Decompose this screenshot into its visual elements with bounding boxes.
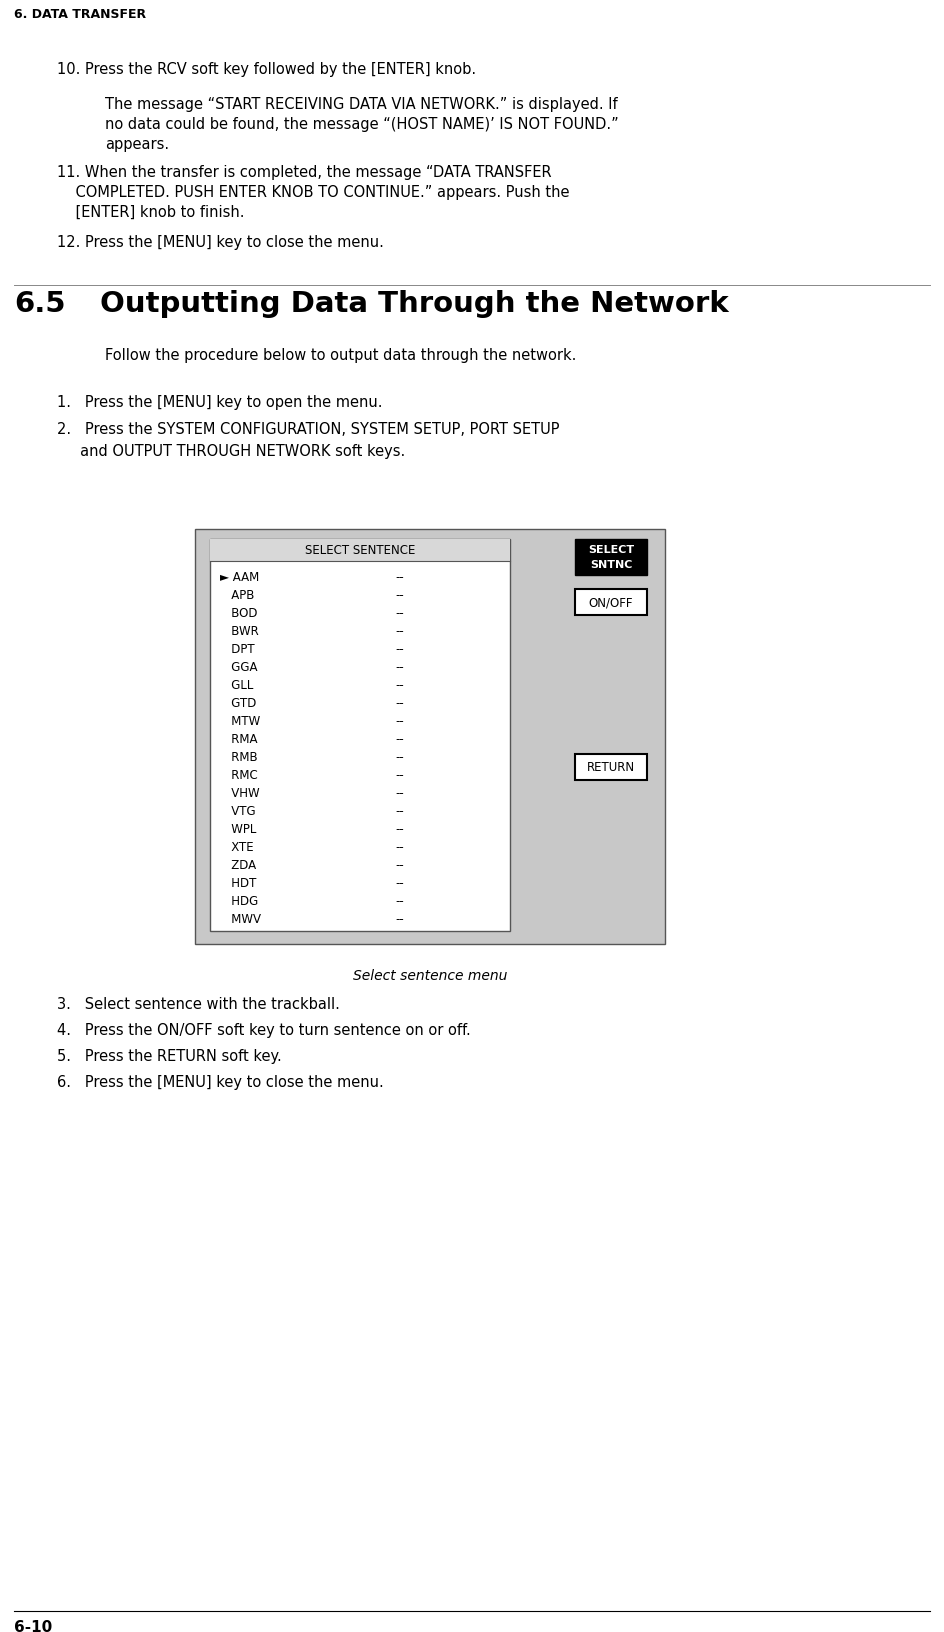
Text: MWV: MWV [220,912,261,925]
Text: --: -- [395,571,404,584]
Text: VHW: VHW [220,787,260,800]
Text: --: -- [395,625,404,638]
Text: RMC: RMC [220,769,258,782]
Text: ► AAM: ► AAM [220,571,260,584]
Text: --: -- [395,589,404,602]
Text: RMB: RMB [220,751,258,764]
Text: DPT: DPT [220,643,255,656]
Text: --: -- [395,715,404,728]
Text: --: -- [395,858,404,871]
Text: --: -- [395,607,404,620]
Text: BWR: BWR [220,625,259,638]
Text: --: -- [395,805,404,818]
Text: --: -- [395,751,404,764]
Text: HDG: HDG [220,894,259,907]
Text: MTW: MTW [220,715,261,728]
Text: APB: APB [220,589,254,602]
Text: 4.   Press the ON/OFF soft key to turn sentence on or off.: 4. Press the ON/OFF soft key to turn sen… [57,1022,471,1038]
Text: ZDA: ZDA [220,858,256,871]
Text: SNTNC: SNTNC [590,560,632,570]
Bar [210,540,510,932]
Text: --: -- [395,643,404,656]
Text: ON/OFF: ON/OFF [589,596,633,609]
Text: VTG: VTG [220,805,256,818]
Text: 11. When the transfer is completed, the message “DATA TRANSFER: 11. When the transfer is completed, the … [57,165,551,180]
Text: GGA: GGA [220,661,258,674]
Text: Select sentence menu: Select sentence menu [353,968,507,982]
Text: 10. Press the RCV soft key followed by the [ENTER] knob.: 10. Press the RCV soft key followed by t… [57,62,476,77]
Text: --: -- [395,823,404,836]
Text: 6. DATA TRANSFER: 6. DATA TRANSFER [14,8,146,21]
Text: --: -- [395,697,404,710]
Text: BOD: BOD [220,607,258,620]
Text: --: -- [395,876,404,889]
Text: 6-10: 6-10 [14,1619,52,1632]
Bar [195,530,665,945]
Text: GTD: GTD [220,697,257,710]
Text: 6.5: 6.5 [14,290,65,318]
Text: WPL: WPL [220,823,257,836]
Text: COMPLETED. PUSH ENTER KNOB TO CONTINUE.” appears. Push the: COMPLETED. PUSH ENTER KNOB TO CONTINUE.”… [57,184,569,199]
Text: 3.   Select sentence with the trackball.: 3. Select sentence with the trackball. [57,997,340,1012]
Bar [210,540,510,561]
Text: XTE: XTE [220,840,254,854]
Text: and OUTPUT THROUGH NETWORK soft keys.: and OUTPUT THROUGH NETWORK soft keys. [57,444,405,459]
Bar [575,589,647,615]
Text: SELECT: SELECT [588,545,634,555]
Text: --: -- [395,733,404,746]
Text: GLL: GLL [220,679,253,692]
Text: --: -- [395,894,404,907]
Text: appears.: appears. [105,137,169,152]
Text: 5.   Press the RETURN soft key.: 5. Press the RETURN soft key. [57,1048,281,1064]
Text: HDT: HDT [220,876,257,889]
Text: --: -- [395,840,404,854]
Text: [ENTER] knob to finish.: [ENTER] knob to finish. [57,206,244,220]
Text: The message “START RECEIVING DATA VIA NETWORK.” is displayed. If: The message “START RECEIVING DATA VIA NE… [105,96,617,113]
Text: Outputting Data Through the Network: Outputting Data Through the Network [100,290,729,318]
Bar [575,754,647,780]
Text: 2.   Press the SYSTEM CONFIGURATION, SYSTEM SETUP, PORT SETUP: 2. Press the SYSTEM CONFIGURATION, SYSTE… [57,421,560,437]
Text: --: -- [395,912,404,925]
Text: --: -- [395,661,404,674]
Text: no data could be found, the message “(HOST NAME)’ IS NOT FOUND.”: no data could be found, the message “(HO… [105,118,618,132]
Text: RMA: RMA [220,733,258,746]
Text: --: -- [395,679,404,692]
Text: 12. Press the [MENU] key to close the menu.: 12. Press the [MENU] key to close the me… [57,235,384,250]
Text: SELECT SENTENCE: SELECT SENTENCE [305,543,415,557]
Text: 1.   Press the [MENU] key to open the menu.: 1. Press the [MENU] key to open the menu… [57,395,382,410]
Text: 6.   Press the [MENU] key to close the menu.: 6. Press the [MENU] key to close the men… [57,1074,384,1089]
Text: Follow the procedure below to output data through the network.: Follow the procedure below to output dat… [105,348,577,362]
Text: --: -- [395,769,404,782]
Text: RETURN: RETURN [587,761,635,774]
Bar [575,540,647,576]
Text: --: -- [395,787,404,800]
